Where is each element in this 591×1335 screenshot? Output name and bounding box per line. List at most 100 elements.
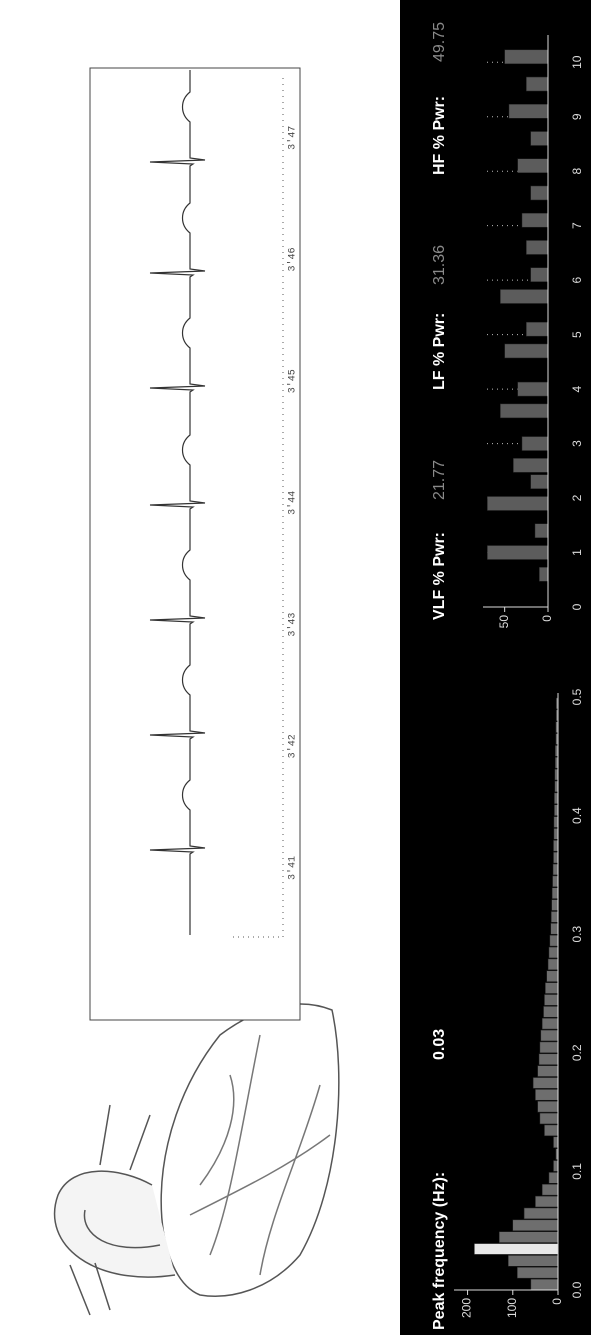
x-tick-label: 1 [570,549,584,556]
bar [508,104,549,119]
bar [530,185,549,201]
bar [504,343,549,359]
bar [517,1267,559,1279]
bar [526,321,549,337]
bar [546,970,559,982]
bar [535,1195,559,1208]
lower-panel [400,0,591,1335]
bar [487,545,549,560]
x-tick-label: 4 [570,385,584,392]
bar [553,851,559,864]
bar [553,1160,559,1172]
x-tick-label: 0.1 [570,1163,584,1180]
bar [530,131,549,146]
bar [535,1089,559,1101]
bar [553,1136,559,1148]
time-label: 3'42 [287,734,299,758]
bar [549,934,559,947]
ecg-trace [149,70,206,935]
x-tick-label: 5 [570,331,584,338]
x-tick-label: 3 [570,440,584,447]
time-label: 3'43 [287,613,299,637]
x-tick-label: 0.2 [570,1044,584,1061]
time-label: 3'46 [287,247,299,271]
bar [530,1278,559,1291]
bar [517,381,549,397]
bar [551,887,559,899]
bar [541,1184,559,1196]
bar [553,816,559,828]
bar [539,1112,559,1125]
bar [543,1006,559,1018]
bar [538,1053,559,1065]
bar [504,49,549,65]
heart-drawing [53,1003,340,1316]
bar [550,923,559,935]
x-tick-label: 8 [570,168,584,175]
peak-label: Peak frequency (Hz): [431,1172,448,1330]
x-tick-label: 0.0 [570,1281,584,1298]
bar [550,911,559,923]
x-tick-label: 2 [570,494,584,501]
peak-value: 0.03 [431,1029,448,1060]
bar [553,828,559,840]
y-tick-label: 100 [505,1298,519,1318]
x-tick-label: 10 [570,55,584,69]
bar [553,840,559,852]
time-label: 3'41 [287,856,299,880]
ecg-frame [89,67,301,1021]
power-label: HF % Pwr: [431,96,448,175]
bar [545,982,559,994]
x-tick-label: 0 [570,603,584,610]
bar [552,863,559,876]
bar [539,1041,559,1054]
bar [547,958,559,971]
x-tick-label: 0.5 [570,688,584,705]
bar [508,1255,559,1267]
bar [530,267,549,282]
bar [534,523,549,538]
power-value: 31.36 [431,245,448,285]
bar [513,458,549,473]
bar [551,899,559,911]
x-tick-label: 0.4 [570,807,584,824]
bar [548,1172,559,1184]
x-tick-label: 7 [570,222,584,229]
power-value: 49.75 [431,22,448,62]
bar [544,994,559,1006]
bar [526,240,549,255]
bar [500,403,549,419]
power-value: 21.77 [431,460,448,500]
bar [487,496,549,511]
bar [537,1065,559,1077]
power-label: LF % Pwr: [431,313,448,390]
bar [552,875,559,888]
bar [532,1077,559,1089]
bar [521,212,549,228]
power-label: VLF % Pwr: [431,532,448,620]
bar [474,1243,559,1255]
bar [540,1029,559,1042]
bar [530,474,549,489]
bar [544,1124,559,1137]
y-tick-label: 200 [460,1298,474,1318]
bar [554,792,559,804]
y-tick-label: 50 [497,615,511,629]
bar [512,1219,559,1231]
bar [500,289,549,304]
time-label: 3'44 [287,491,299,515]
x-tick-label: 0.3 [570,926,584,943]
bar [523,1207,559,1220]
bar [539,567,549,582]
bar [498,1231,559,1243]
time-label: 3'47 [287,126,299,150]
time-label: 3'45 [287,369,299,393]
x-tick-label: 9 [570,113,584,120]
bar [517,158,549,173]
y-tick-label: 0 [540,615,554,622]
bar [554,804,559,816]
y-tick-label: 0 [550,1298,564,1305]
bar [541,1017,559,1030]
